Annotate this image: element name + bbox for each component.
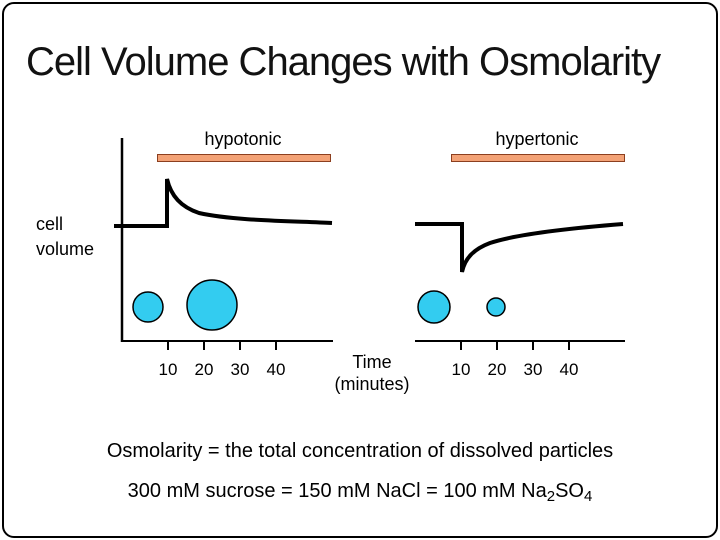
right-tick-label-20: 20 [487,360,507,379]
slide-title: Cell Volume Changes with Osmolarity [26,40,661,84]
equivalence-text-subscript-2: 2 [546,488,556,505]
equivalence-text-so: SO [555,480,584,502]
equivalence-text-subscript-4: 4 [583,488,593,505]
hypertonic-label: hypertonic [495,129,579,149]
left-tick-label-10: 10 [158,360,178,379]
cell-normal-size-circle-right [417,290,451,324]
osmolarity-definition-text: Osmolarity = the total concentration of … [106,440,614,462]
hypotonic-label: hypotonic [204,129,282,149]
time-axis-label: Time (minutes) [310,351,434,395]
cell-volume-axis-label-line1: cell [36,214,64,234]
hypertonic-volume-curve [415,222,624,273]
left-tick-label-20: 20 [194,360,214,379]
right-axis-ticks [460,341,570,350]
cell-swollen-circle [186,279,238,331]
hypotonic-volume-curve [114,178,333,228]
time-axis-label-line1: Time [352,352,392,372]
time-axis-label-line2: (minutes) [334,374,410,394]
hypertonic-treatment-bar [451,154,625,162]
equivalence-text-main: 300 mM sucrose = 150 mM NaCl = 100 mM Na [127,480,547,502]
left-tick-label-40: 40 [266,360,286,379]
osmolarity-equivalence-text: 300 mM sucrose = 150 mM NaCl = 100 mM Na… [0,480,720,505]
right-tick-label-30: 30 [523,360,543,379]
cell-volume-axis-label: cell volume [36,212,94,262]
cell-shrunken-circle [486,297,506,317]
right-tick-label-10: 10 [451,360,471,379]
left-axis-ticks [167,341,277,350]
hypotonic-treatment-bar [157,154,331,162]
cell-volume-axis-label-line2: volume [36,239,95,259]
left-tick-label-30: 30 [230,360,250,379]
cell-normal-size-circle-left [132,291,164,323]
right-tick-label-40: 40 [559,360,579,379]
